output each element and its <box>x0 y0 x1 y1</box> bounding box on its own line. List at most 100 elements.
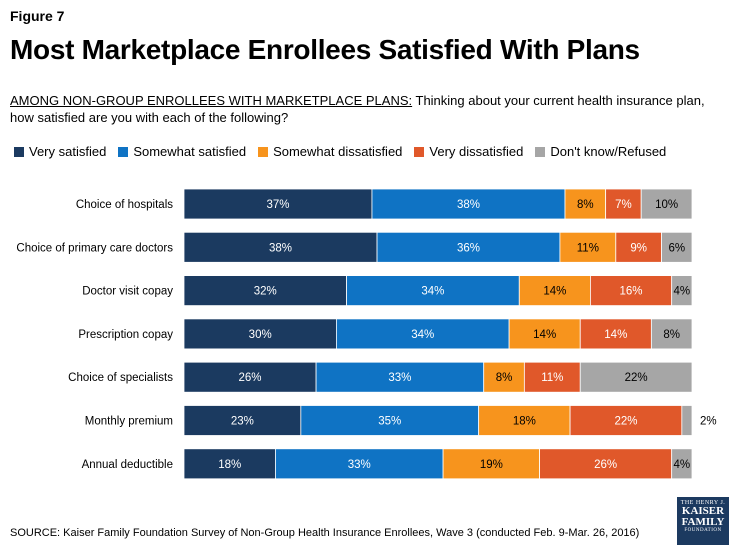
legend-label-4: Don't know/Refused <box>550 144 667 159</box>
figure-label: Figure 7 <box>10 8 65 24</box>
data-label-1-1: 36% <box>457 242 480 254</box>
bar-5-4 <box>681 405 693 436</box>
data-label-6-0: 18% <box>218 459 241 471</box>
data-label-0-0: 37% <box>266 199 289 211</box>
data-label-0-2: 8% <box>577 199 594 211</box>
bar-3-3 <box>579 318 652 350</box>
legend-label-1: Somewhat satisfied <box>133 144 247 159</box>
data-label-2-1: 34% <box>421 286 444 298</box>
legend-swatch-3 <box>414 146 425 157</box>
bar-5-2 <box>478 405 571 436</box>
bar-2-2 <box>518 275 591 307</box>
data-label-1-4: 6% <box>668 242 685 254</box>
data-label-2-3: 16% <box>620 286 643 298</box>
legend-item-0: Very satisfied <box>14 144 106 159</box>
bar-2-1 <box>346 275 520 307</box>
bar-5-0 <box>183 405 302 436</box>
chart-title: Most Marketplace Enrollees Satisfied Wit… <box>10 34 640 65</box>
bar-2-3 <box>590 275 673 307</box>
category-label-3: Prescription copay <box>78 329 173 341</box>
data-label-3-0: 30% <box>249 329 272 341</box>
data-label-2-0: 32% <box>254 286 277 298</box>
data-label-4-1: 33% <box>388 372 411 384</box>
legend-item-2: Somewhat dissatisfied <box>258 144 402 159</box>
bar-4-2 <box>483 361 525 393</box>
legend-swatch-2 <box>258 146 269 157</box>
data-label-6-1: 33% <box>348 459 371 471</box>
bar-3-1 <box>335 318 510 350</box>
data-label-5-1: 35% <box>378 416 401 428</box>
bar-0-3 <box>605 188 642 220</box>
bar-3-0 <box>183 318 337 350</box>
category-label-6: Annual deductible <box>82 459 173 471</box>
legend-item-4: Don't know/Refused <box>535 144 666 159</box>
data-label-6-4: 4% <box>674 459 691 471</box>
bar-0-1 <box>371 188 566 220</box>
category-label-4: Choice of specialists <box>68 372 173 384</box>
legend-label-0: Very satisfied <box>29 144 107 159</box>
data-label-5-4: 2% <box>700 416 717 428</box>
data-label-4-4: 22% <box>625 372 648 384</box>
bar-0-4 <box>640 188 693 220</box>
legend-item-3: Very dissatisfied <box>414 144 523 159</box>
chart-subtitle: AMONG NON-GROUP ENROLLEES WITH MARKETPLA… <box>10 92 725 126</box>
logo-line-1: THE HENRY J. <box>680 500 726 506</box>
legend-item-1: Somewhat satisfied <box>118 144 246 159</box>
bar-1-1 <box>376 231 561 263</box>
legend-swatch-4 <box>535 146 546 157</box>
data-label-4-2: 8% <box>496 372 513 384</box>
bar-6-0 <box>183 448 276 480</box>
bar-4-4 <box>579 361 693 393</box>
data-label-1-3: 9% <box>630 242 647 254</box>
data-label-2-2: 14% <box>543 286 566 298</box>
bar-5-1 <box>300 405 480 436</box>
bar-2-4 <box>671 275 693 307</box>
bar-1-2 <box>559 231 617 263</box>
data-label-3-2: 14% <box>533 329 556 341</box>
data-label-4-0: 26% <box>239 372 262 384</box>
bar-1-4 <box>661 231 693 263</box>
logo-line-3: FAMILY <box>681 516 725 528</box>
data-label-3-4: 8% <box>663 329 680 341</box>
data-label-3-3: 14% <box>604 329 627 341</box>
data-label-0-1: 38% <box>457 199 480 211</box>
logo-line-2: KAISER <box>681 505 725 517</box>
bar-0-2 <box>564 188 607 220</box>
data-label-1-2: 11% <box>577 242 599 254</box>
subtitle-rest: Thinking about your current health insur… <box>10 93 705 125</box>
bar-6-4 <box>671 448 693 480</box>
category-label-0: Choice of hospitals <box>76 199 173 211</box>
legend-label-3: Very dissatisfied <box>429 144 524 159</box>
data-label-0-3: 7% <box>615 199 632 211</box>
legend-swatch-1 <box>118 146 129 157</box>
kff-logo: THE HENRY J. KAISER FAMILY FOUNDATION <box>677 497 729 545</box>
chart-legend: Very satisfied Somewhat satisfied Somewhat… <box>14 144 678 159</box>
bar-3-4 <box>650 318 693 350</box>
subtitle-lead: AMONG NON-GROUP ENROLLEES WITH MARKETPLA… <box>10 93 413 108</box>
bar-4-0 <box>183 361 317 393</box>
bar-5-3 <box>569 405 683 436</box>
category-label-2: Doctor visit copay <box>82 286 173 298</box>
bar-6-1 <box>275 448 444 480</box>
bar-4-3 <box>523 361 581 393</box>
data-label-6-2: 19% <box>480 459 503 471</box>
bar-2-0 <box>183 275 347 307</box>
bar-1-3 <box>615 231 662 263</box>
data-label-3-1: 34% <box>411 329 434 341</box>
bar-4-1 <box>315 361 485 393</box>
data-label-4-3: 11% <box>541 372 563 384</box>
logo-line-4: FOUNDATION <box>684 528 722 533</box>
data-label-1-0: 38% <box>269 242 292 254</box>
bar-6-2 <box>442 448 540 480</box>
bar-6-3 <box>539 448 673 480</box>
data-label-0-4: 10% <box>655 199 678 211</box>
legend-label-2: Somewhat dissatisfied <box>273 144 403 159</box>
data-label-6-3: 26% <box>594 459 617 471</box>
legend-swatch-0 <box>14 146 24 157</box>
data-label-2-4: 4% <box>674 286 691 298</box>
data-label-5-3: 22% <box>614 416 637 428</box>
category-label-1: Choice of primary care doctors <box>16 242 173 254</box>
category-label-5: Monthly premium <box>85 416 173 428</box>
source-note: SOURCE: Kaiser Family Foundation Survey … <box>10 527 640 539</box>
